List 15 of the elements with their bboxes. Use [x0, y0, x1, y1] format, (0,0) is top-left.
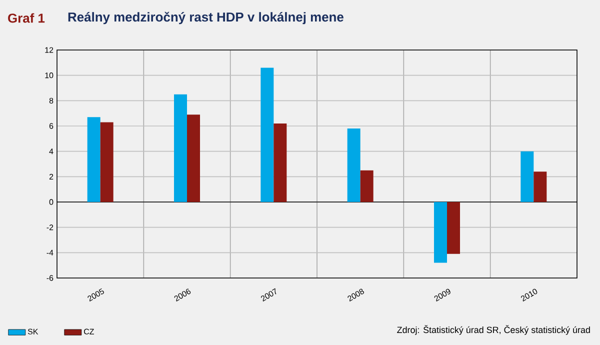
bar [347, 128, 360, 202]
bar [520, 151, 534, 202]
bar [87, 117, 100, 202]
bar [434, 202, 448, 263]
bar [534, 172, 547, 202]
bar [274, 123, 287, 202]
bar [174, 94, 188, 202]
bar [260, 68, 274, 202]
bar [187, 114, 200, 202]
text: Zdroj: Štatistický úrad SR, Český statistický úrad [397, 325, 590, 335]
text: Graf 1 [8, 13, 45, 23]
bar [447, 202, 460, 254]
bar [360, 170, 374, 202]
bar [100, 122, 114, 202]
chart-title: Reálny medziročný rast HDP v lokálnej mene [68, 12, 344, 24]
